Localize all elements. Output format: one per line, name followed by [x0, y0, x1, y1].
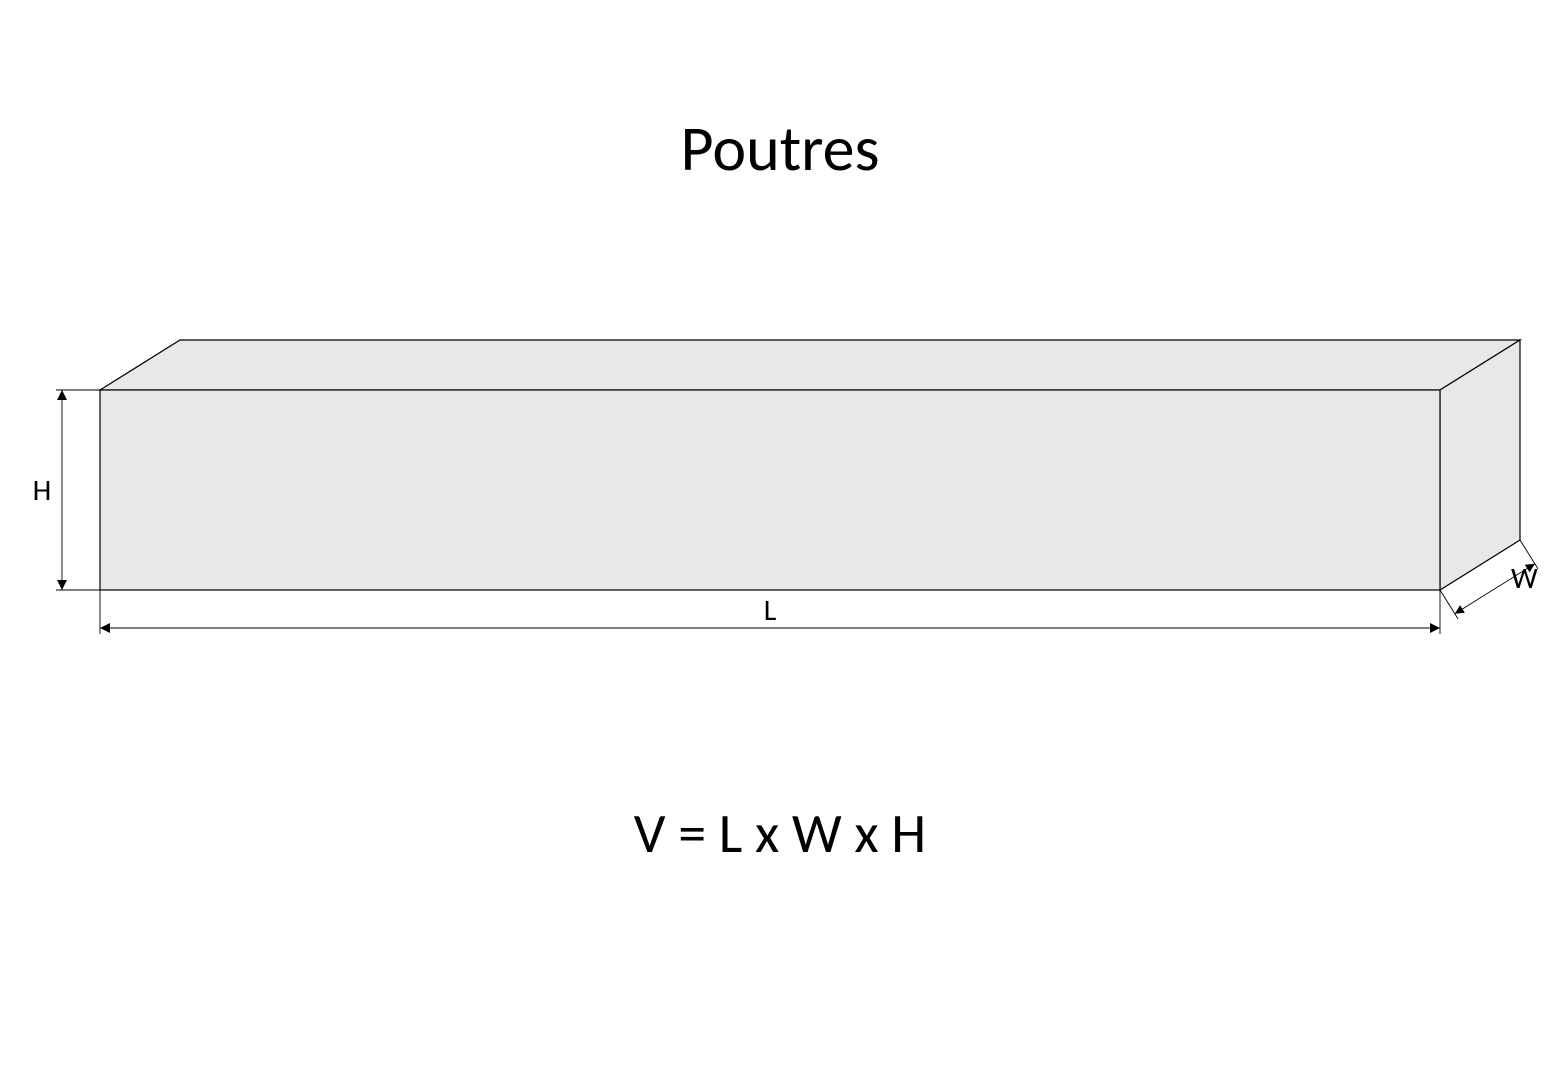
volume-formula: V = L x W x H: [634, 800, 926, 868]
dim-label-l: L: [764, 592, 777, 629]
dim-label-h: H: [33, 472, 52, 509]
dim-label-w: W: [1511, 560, 1538, 597]
page-title: Poutres: [681, 110, 880, 188]
beam-diagram: H L W: [30, 310, 1550, 640]
